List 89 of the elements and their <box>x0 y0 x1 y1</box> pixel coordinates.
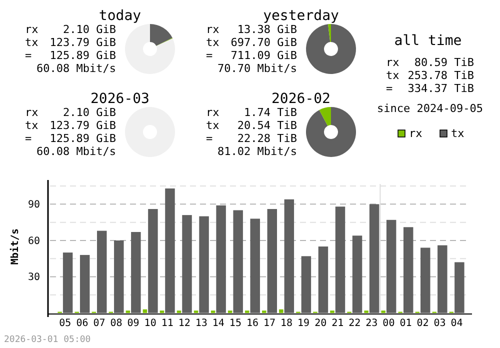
bar <box>165 188 175 313</box>
bar <box>279 309 284 313</box>
text: = 334.37 TiB <box>386 82 474 95</box>
bar <box>267 209 278 313</box>
y-tick-label: 30 <box>28 272 40 284</box>
x-tick-label: 08 <box>110 318 122 329</box>
bar <box>454 262 464 313</box>
y-tick-label: 60 <box>28 236 40 247</box>
donut-slice <box>328 24 331 42</box>
x-tick-label: 14 <box>212 318 224 329</box>
bar <box>233 210 243 313</box>
text: rx 80.59 TiB <box>386 56 474 69</box>
text: rx 2.10 GiB <box>25 106 116 119</box>
x-tick-label: 16 <box>246 318 259 329</box>
x-tick-label: 18 <box>280 318 293 329</box>
donut-slice <box>156 38 173 46</box>
x-tick-label: 19 <box>298 318 310 329</box>
donut-slice <box>319 107 331 126</box>
y-tick-label: 90 <box>28 200 40 211</box>
text: = 22.28 TiB <box>206 132 297 145</box>
x-tick-label: 06 <box>76 318 88 329</box>
donut-slice <box>306 107 356 157</box>
bar <box>114 240 124 313</box>
bar <box>438 245 448 313</box>
x-tick-label: 00 <box>382 318 395 329</box>
x-tick-label: 09 <box>127 318 140 329</box>
x-tick-label: 02 <box>416 318 429 329</box>
text: 60.08 Mbit/s <box>36 62 116 75</box>
bar <box>182 215 192 313</box>
bar <box>250 218 260 313</box>
x-tick-label: 07 <box>93 318 106 329</box>
text: 70.70 Mbit/s <box>218 62 297 75</box>
x-tick-label: 12 <box>178 318 190 329</box>
text: since 2024-09-05 <box>377 102 483 115</box>
bar <box>284 199 294 313</box>
text: tx 697.70 GiB <box>206 36 298 49</box>
text: all time <box>394 33 462 49</box>
text: tx 123.79 GiB <box>25 119 116 132</box>
donut-slice <box>125 24 175 74</box>
chart-title: yesterday <box>263 8 339 24</box>
x-tick-label: 17 <box>263 318 276 329</box>
text: 60.08 Mbit/s <box>36 145 116 158</box>
x-tick-label: 22 <box>348 318 361 329</box>
bar <box>335 206 346 313</box>
text: = 125.89 GiB <box>25 132 116 145</box>
bar <box>386 220 396 313</box>
text: rx 13.38 GiB <box>206 23 297 36</box>
bar <box>142 309 148 313</box>
bar <box>318 246 328 313</box>
bar <box>301 256 312 313</box>
text: tx 123.79 GiB <box>25 36 116 49</box>
bar <box>420 248 430 313</box>
chart-title: 2026-03 <box>90 91 150 107</box>
bar <box>97 230 107 313</box>
x-tick-label: 11 <box>161 318 174 329</box>
bar <box>62 252 73 313</box>
x-tick-label: 21 <box>332 318 344 329</box>
text: rx 1.74 TiB <box>206 106 297 119</box>
text: 2026-03-01 05:00 <box>4 335 91 345</box>
y-axis-title: Mbit/s <box>9 228 21 265</box>
x-tick-label: 03 <box>434 318 446 329</box>
x-tick-label: 15 <box>229 318 242 329</box>
x-tick-label: 23 <box>366 318 378 329</box>
x-tick-label: 01 <box>400 318 412 329</box>
legend-label: rx <box>409 127 423 140</box>
text: tx 253.78 TiB <box>386 69 474 82</box>
legend-label: tx <box>451 127 465 140</box>
x-tick-label: 04 <box>450 318 463 329</box>
bar <box>80 254 90 313</box>
bar <box>352 236 362 313</box>
chart-title: 2026-02 <box>271 91 331 107</box>
text: = 125.89 GiB <box>25 49 116 62</box>
x-tick-label: 20 <box>314 318 327 329</box>
bar <box>148 209 158 313</box>
donut-slice <box>306 24 356 74</box>
bar <box>403 227 414 313</box>
chart-title: today <box>98 8 142 24</box>
text: tx 20.54 TiB <box>206 119 297 132</box>
bar <box>216 205 226 313</box>
bar <box>199 216 209 313</box>
x-tick-label: 13 <box>195 318 208 329</box>
text: rx 2.10 GiB <box>25 23 116 36</box>
text: = 711.09 GiB <box>206 49 297 62</box>
x-tick-label: 10 <box>144 318 156 329</box>
donut-slice <box>150 24 172 46</box>
bar <box>131 232 141 313</box>
x-tick-label: 05 <box>59 318 72 329</box>
text: 81.02 Mbit/s <box>218 145 297 158</box>
bar <box>369 204 380 313</box>
